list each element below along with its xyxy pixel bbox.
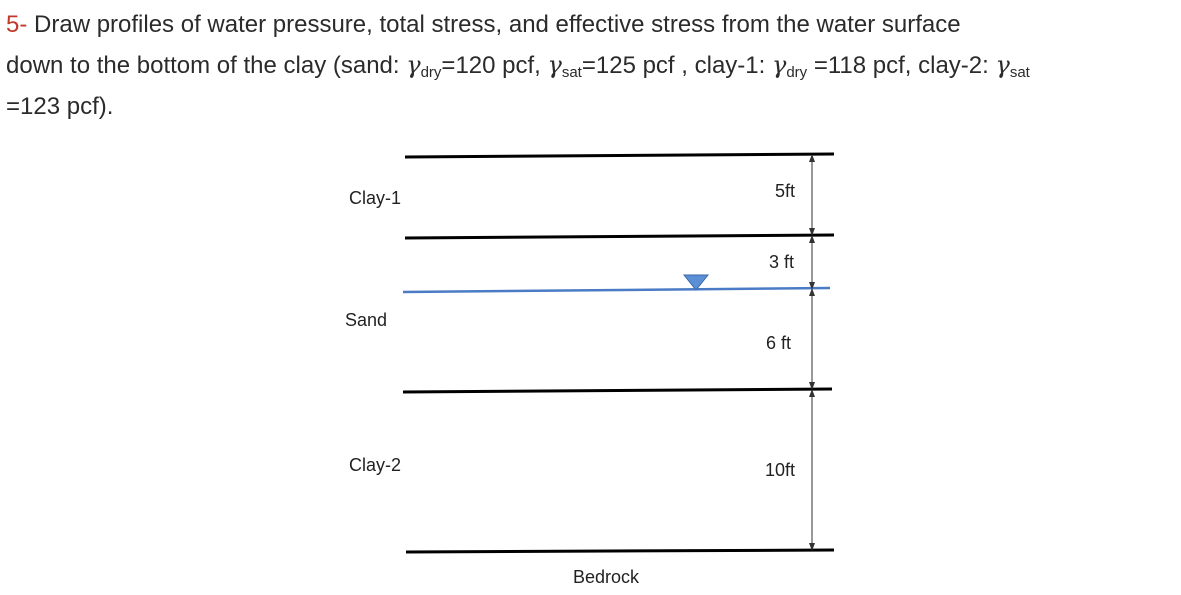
subscript-sat: sat [561, 64, 582, 81]
thickness-label-clay2: 10ft [765, 460, 795, 480]
gamma-symbol: γ [995, 51, 1010, 79]
layer-label-clay2: Clay-2 [349, 455, 401, 475]
problem-number: 5- [6, 11, 28, 38]
ground-surface-line [404, 152, 835, 159]
thickness-label-clay1: 5ft [775, 181, 795, 201]
bedrock-label: Bedrock [573, 567, 640, 587]
layer-label-sand: Sand [345, 310, 387, 330]
problem-statement: 5- Draw profiles of water pressure, tota… [6, 4, 1178, 127]
subscript-dry: dry [786, 64, 808, 81]
layer-label-clay1: Clay-1 [349, 188, 401, 208]
sand-sat-weight: =125 pcf , clay-1: [581, 52, 772, 79]
water-table-line [402, 286, 831, 294]
water-table-marker-icon [682, 274, 710, 291]
problem-line-3: =123 pcf). [6, 93, 114, 120]
clay1-sand-boundary-line [404, 233, 835, 240]
sand-clay2-boundary-line [402, 387, 833, 394]
subscript-sat: sat [1009, 64, 1030, 81]
bedrock-surface-line [405, 548, 835, 554]
gamma-symbol: γ [547, 51, 562, 79]
thickness-label-sand-below-wt: 6 ft [766, 333, 791, 353]
problem-line-2-start: down to the bottom of the clay (sand: [6, 52, 407, 79]
clay1-dry-weight: =118 pcf, clay-2: [807, 52, 996, 79]
subscript-dry: dry [420, 64, 442, 81]
sand-dry-weight: =120 pcf, [441, 52, 548, 79]
gamma-symbol: γ [406, 51, 421, 79]
gamma-symbol: γ [771, 51, 787, 79]
problem-line-1: Draw profiles of water pressure, total s… [34, 11, 961, 38]
thickness-label-sand-above-wt: 3 ft [769, 252, 794, 272]
